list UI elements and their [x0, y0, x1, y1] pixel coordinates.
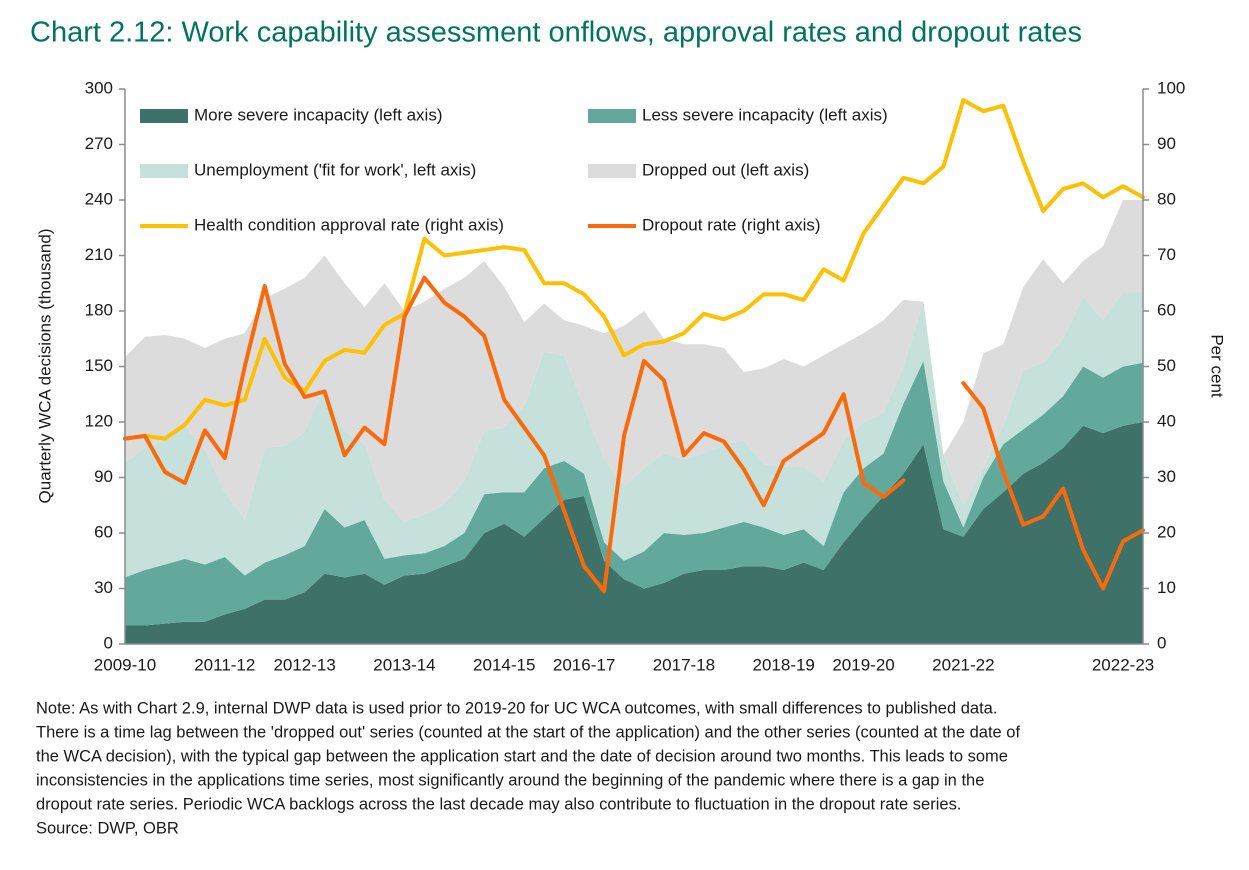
y-tick-label: 60	[94, 522, 113, 541]
legend-label: Unemployment ('fit for work', left axis)	[194, 160, 476, 179]
y-tick-label: 120	[85, 411, 113, 430]
y-tick-label: 210	[85, 245, 113, 264]
x-tick-label: 2022-23	[1092, 655, 1154, 674]
x-tick-label: 2016-17	[553, 655, 615, 674]
legend-swatch	[140, 109, 188, 123]
legend-swatch	[140, 164, 188, 178]
y2-tick-label: 20	[1157, 522, 1176, 541]
line	[123, 275, 1145, 594]
y-tick-label: 300	[85, 78, 113, 97]
x-tick-label: 2017-18	[653, 655, 715, 674]
legend-label: Health condition approval rate (right ax…	[194, 215, 504, 234]
line	[123, 98, 1145, 441]
y-tick-label: 150	[85, 356, 113, 375]
y2-tick-label: 40	[1157, 411, 1176, 430]
x-tick-label: 2012-13	[273, 655, 335, 674]
x-tick-label: 2013-14	[373, 655, 435, 674]
chart-title: Chart 2.12: Work capability assessment o…	[30, 17, 1082, 49]
y-tick-label: 270	[85, 134, 113, 153]
y-tick-label: 90	[94, 467, 113, 486]
legend-swatch	[588, 109, 636, 123]
y2-axis-title: Per cent	[1208, 334, 1227, 398]
area	[125, 292, 1143, 578]
y2-tick-label: 70	[1157, 245, 1176, 264]
y-axis-title: Quarterly WCA decisions (thousand)	[35, 229, 54, 504]
x-tick-label: 2009-10	[94, 655, 156, 674]
note-line: dropout rate series. Periodic WCA backlo…	[36, 795, 961, 813]
source: Source: DWP, OBR	[36, 819, 179, 837]
note-line: the WCA decision), with the typical gap …	[36, 747, 1008, 765]
legend-label: Less severe incapacity (left axis)	[642, 105, 888, 124]
y-tick-label: 240	[85, 189, 113, 208]
y2-tick-label: 100	[1157, 78, 1185, 97]
x-tick-label: 2011-12	[194, 655, 255, 674]
note-line: Note: As with Chart 2.9, internal DWP da…	[36, 699, 997, 717]
legend-label: Dropout rate (right axis)	[642, 215, 821, 234]
legend-swatch	[588, 164, 636, 178]
x-tick-label: 2019-20	[832, 655, 894, 674]
note-line: There is a time lag between the 'dropped…	[36, 723, 1020, 741]
x-tick-label: 2014-15	[473, 655, 535, 674]
area	[125, 360, 1143, 626]
y2-tick-label: 30	[1157, 467, 1176, 486]
y2-tick-label: 50	[1157, 356, 1176, 375]
area	[125, 422, 1143, 644]
x-tick-label: 2018-19	[753, 655, 815, 674]
legend-label: Dropped out (left axis)	[642, 160, 809, 179]
note-line: inconsistencies in the applications time…	[36, 771, 984, 789]
y2-tick-label: 0	[1157, 633, 1166, 652]
x-tick-label: 2021-22	[932, 655, 994, 674]
y-tick-label: 180	[85, 300, 113, 319]
y-tick-label: 30	[94, 578, 113, 597]
y2-tick-label: 60	[1157, 300, 1176, 319]
y2-tick-label: 90	[1157, 134, 1176, 153]
y2-tick-label: 80	[1157, 189, 1176, 208]
legend-label: More severe incapacity (left axis)	[194, 105, 442, 124]
y-tick-label: 0	[104, 633, 113, 652]
y2-tick-label: 10	[1157, 578, 1176, 597]
